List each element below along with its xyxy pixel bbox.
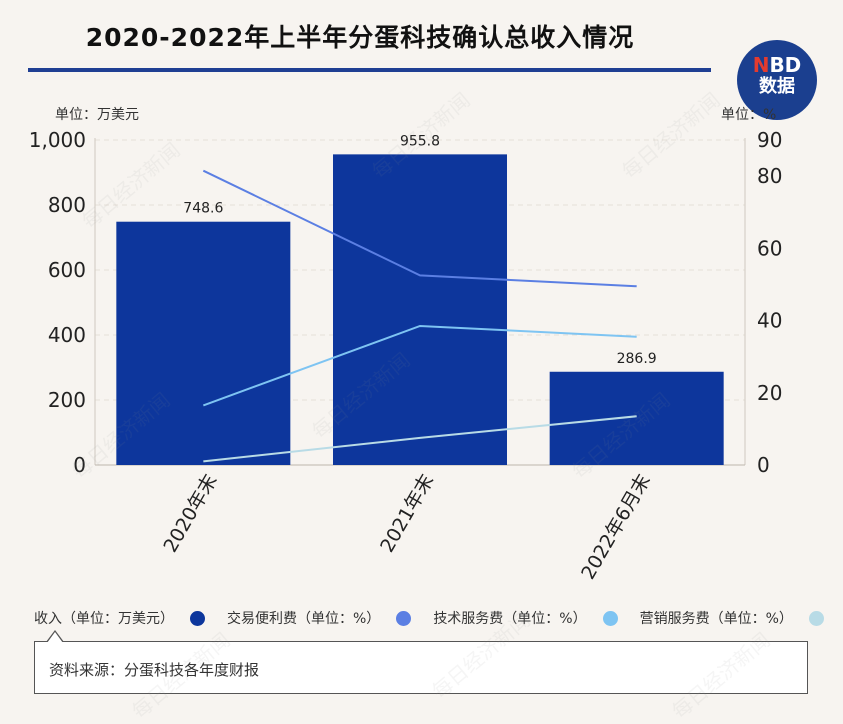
series-line [202, 324, 637, 407]
right-tick-label: 20 [757, 381, 782, 405]
left-tick-label: 200 [48, 388, 86, 412]
legend-swatch [396, 610, 412, 626]
source-text: 资料来源：分蛋科技各年度财报 [49, 661, 260, 679]
left-tick-label: 800 [48, 193, 86, 217]
title-underline [28, 68, 711, 72]
left-tick-label: 400 [48, 323, 86, 347]
legend-label: 收入（单位：万美元） [34, 611, 174, 627]
source-pointer-fill [47, 632, 63, 643]
legend-label: 营销服务费（单位：%） [639, 611, 793, 627]
bar-data-label: 286.9 [617, 351, 657, 367]
legend-label: 交易便利费（单位：%） [227, 611, 381, 627]
legend-item: 交易便利费（单位：%） [227, 608, 427, 628]
legend-item: 营销服务费（单位：%） [640, 608, 840, 628]
bar [333, 154, 507, 466]
bar [549, 371, 724, 465]
left-tick-label: 600 [48, 258, 86, 282]
chart-legend: 收入（单位：万美元） 交易便利费（单位：%） 技术服务费（单位：%） 营销服务费（单位… [34, 608, 843, 630]
logo-subtitle: 数据 [759, 76, 795, 97]
category-label: 2022年6月末 [577, 471, 655, 584]
left-tick-label: 1,000 [29, 128, 86, 152]
series-line [202, 169, 637, 288]
right-tick-label: 0 [757, 453, 770, 477]
category-label: 2021年末 [376, 471, 438, 557]
legend-swatch [602, 610, 618, 626]
legend-swatch [190, 610, 205, 626]
right-tick-label: 90 [757, 128, 782, 152]
right-tick-label: 80 [757, 164, 782, 188]
category-label: 2020年末 [159, 471, 221, 557]
nbd-logo: NBD 数据 [737, 40, 817, 120]
series-line [203, 415, 637, 463]
right-tick-label: 60 [757, 236, 782, 260]
legend-item: 技术服务费（单位：%） [433, 608, 633, 628]
combo-chart: 0 200 400 600 800 1,000 0 20 40 60 80 90 748.6 955.8 2… [29, 128, 783, 584]
source-box: 资料来源：分蛋科技各年度财报 [34, 641, 808, 694]
logo-letter-n: N [752, 53, 770, 77]
legend-label: 技术服务费（单位：%） [433, 611, 587, 627]
logo-letters-bd: BD [769, 53, 802, 77]
right-tick-label: 40 [757, 309, 782, 333]
left-tick-label: 0 [73, 453, 86, 477]
bar-data-label: 748.6 [183, 201, 223, 217]
right-axis-unit: 单位：% [721, 107, 777, 123]
bar [116, 221, 291, 465]
left-axis-unit: 单位：万美元 [55, 107, 139, 123]
legend-item: 收入（单位：万美元） [34, 608, 221, 628]
legend-swatch [808, 610, 824, 626]
chart-title: 2020-2022年上半年分蛋科技确认总收入情况 [85, 23, 635, 52]
bar-data-label: 955.8 [400, 133, 440, 149]
